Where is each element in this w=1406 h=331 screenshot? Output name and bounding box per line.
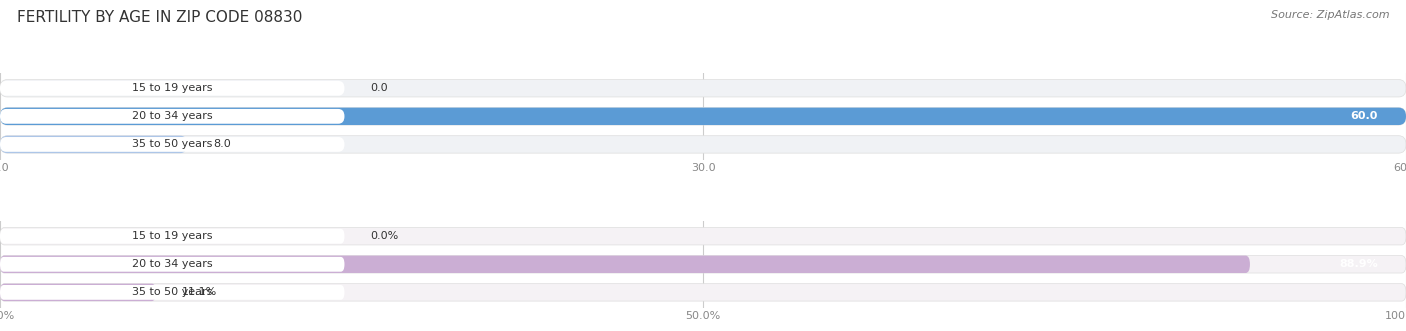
FancyBboxPatch shape <box>0 256 1250 273</box>
Text: 15 to 19 years: 15 to 19 years <box>132 83 212 93</box>
Text: 11.1%: 11.1% <box>181 287 217 297</box>
Text: 15 to 19 years: 15 to 19 years <box>132 231 212 241</box>
FancyBboxPatch shape <box>0 81 344 96</box>
Text: 88.9%: 88.9% <box>1339 259 1378 269</box>
FancyBboxPatch shape <box>0 137 344 152</box>
FancyBboxPatch shape <box>0 284 1406 301</box>
FancyBboxPatch shape <box>0 136 1406 153</box>
FancyBboxPatch shape <box>0 136 187 153</box>
Text: 60.0: 60.0 <box>1351 111 1378 121</box>
FancyBboxPatch shape <box>0 229 344 244</box>
FancyBboxPatch shape <box>0 108 1406 125</box>
FancyBboxPatch shape <box>0 284 156 301</box>
Text: FERTILITY BY AGE IN ZIP CODE 08830: FERTILITY BY AGE IN ZIP CODE 08830 <box>17 10 302 25</box>
FancyBboxPatch shape <box>0 285 344 300</box>
FancyBboxPatch shape <box>0 257 344 272</box>
FancyBboxPatch shape <box>0 227 1406 245</box>
FancyBboxPatch shape <box>0 256 1406 273</box>
Text: Source: ZipAtlas.com: Source: ZipAtlas.com <box>1271 10 1389 20</box>
FancyBboxPatch shape <box>0 79 1406 97</box>
Text: 0.0%: 0.0% <box>370 231 398 241</box>
Text: 20 to 34 years: 20 to 34 years <box>132 111 212 121</box>
Text: 35 to 50 years: 35 to 50 years <box>132 287 212 297</box>
Text: 35 to 50 years: 35 to 50 years <box>132 139 212 149</box>
Text: 20 to 34 years: 20 to 34 years <box>132 259 212 269</box>
FancyBboxPatch shape <box>0 109 344 124</box>
Text: 0.0: 0.0 <box>370 83 388 93</box>
Text: 8.0: 8.0 <box>212 139 231 149</box>
FancyBboxPatch shape <box>0 108 1406 125</box>
